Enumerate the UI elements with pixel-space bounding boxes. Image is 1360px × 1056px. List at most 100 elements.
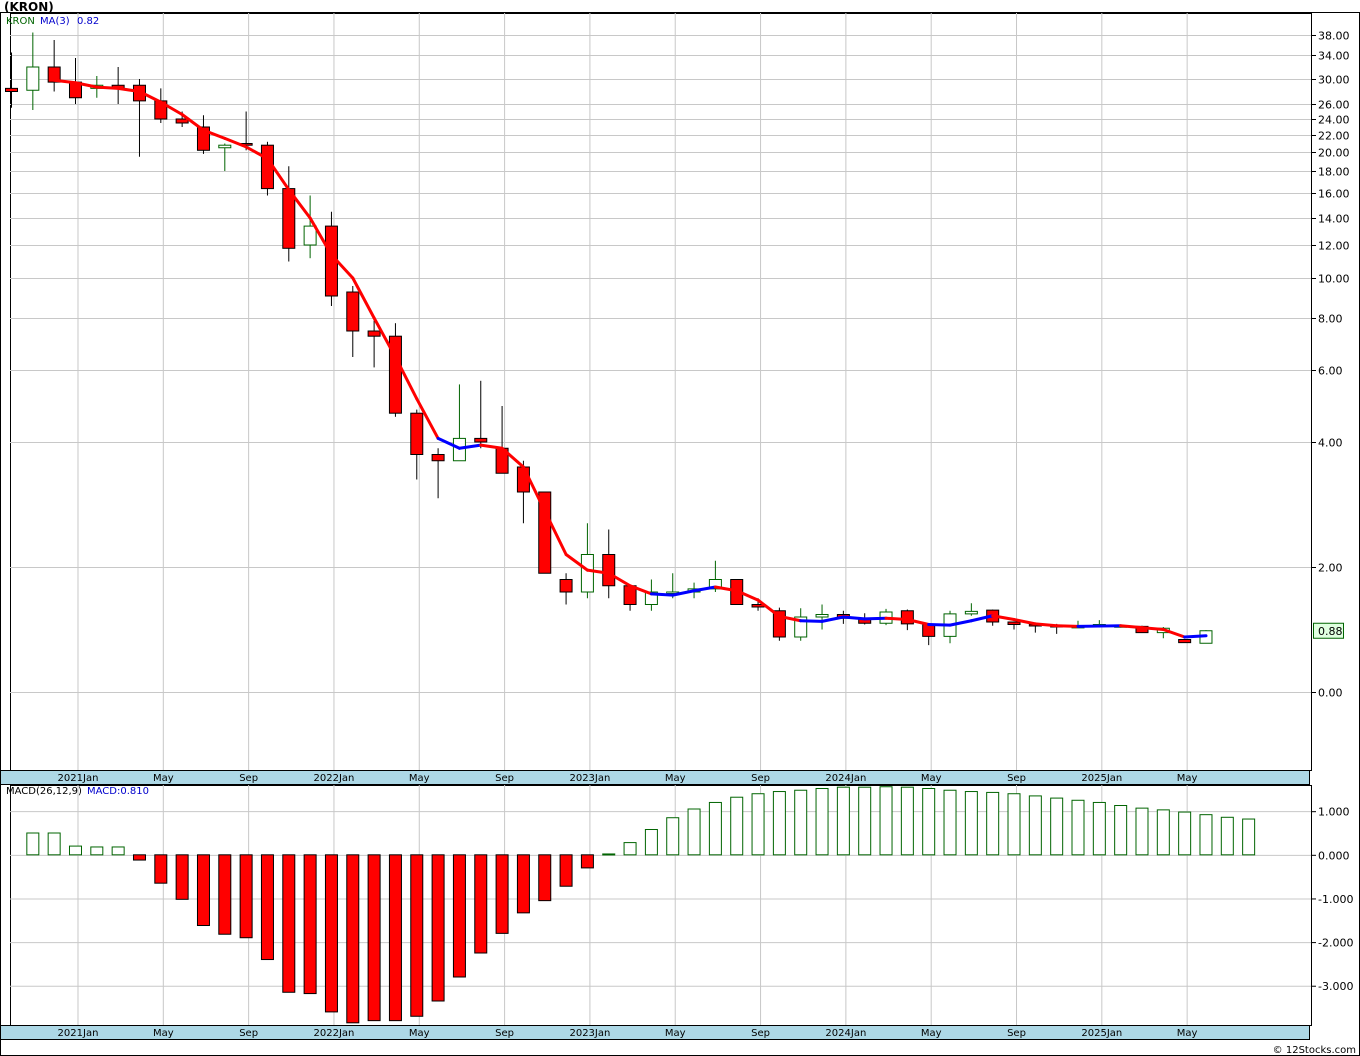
- macd-bar-negative: [175, 854, 189, 900]
- macd-bar-negative: [580, 854, 594, 869]
- x-tick-label-bottom: May: [409, 1028, 430, 1039]
- candle-down: [602, 554, 616, 587]
- candle-down: [5, 87, 18, 92]
- macd-bar-positive: [1242, 818, 1256, 856]
- price-tick-label: 22.00: [1318, 130, 1350, 143]
- x-tick-label-top: May: [153, 773, 174, 784]
- macd-bar-positive: [708, 801, 722, 856]
- candle-down: [410, 412, 424, 456]
- macd-bar-positive: [687, 808, 701, 856]
- chart-title: (KRON): [4, 0, 54, 14]
- x-tick-label-top: May: [1177, 773, 1198, 784]
- ma-segment: [415, 397, 440, 440]
- price-tick-label: 2.00: [1318, 562, 1343, 575]
- x-tick-label-bottom: May: [665, 1028, 686, 1039]
- last-price-label: 0.88: [1318, 625, 1343, 638]
- ma-segment: [628, 584, 653, 596]
- ma-line: [52, 78, 1208, 639]
- x-tick-label-bottom: May: [153, 1028, 174, 1039]
- macd-bar-negative: [239, 854, 253, 939]
- ma-segment: [457, 443, 483, 450]
- candle-down: [922, 624, 936, 637]
- price-tick-label: 30.00: [1318, 74, 1350, 87]
- x-tick-label-bottom: Sep: [751, 1028, 770, 1039]
- ma-segment: [180, 113, 205, 132]
- macd-bar-positive: [815, 787, 829, 856]
- ma-segment: [585, 568, 611, 575]
- x-tick-label-top: Sep: [239, 773, 258, 784]
- ma-segment: [820, 615, 845, 623]
- ma-segment: [1012, 618, 1037, 626]
- candle-down: [175, 118, 189, 124]
- macd-bar-positive: [1156, 809, 1170, 856]
- macd-bar-positive: [730, 796, 744, 856]
- price-tick-label: 10.00: [1318, 273, 1350, 286]
- ma-segment: [884, 616, 909, 621]
- candle-up: [964, 610, 978, 615]
- x-tick-label-top: May: [409, 773, 430, 784]
- ma-segment: [308, 216, 333, 257]
- ma-segment: [351, 276, 376, 320]
- ma-segment: [1161, 628, 1187, 639]
- macd-bar-negative: [346, 854, 360, 1024]
- macd-bar-positive: [1007, 793, 1021, 856]
- ma-segment: [500, 446, 525, 469]
- ma-segment: [223, 136, 248, 149]
- x-tick-label-top: 2022Jan: [314, 773, 355, 784]
- x-tick-label-bottom: 2023Jan: [569, 1028, 610, 1039]
- x-tick-label-top: 2025Jan: [1081, 773, 1122, 784]
- ma-segment: [521, 465, 547, 513]
- ma-segment: [1119, 624, 1144, 630]
- ma-segment: [265, 157, 291, 192]
- macd-tick-label: 1.000: [1318, 806, 1350, 819]
- candle-up: [815, 614, 829, 618]
- ma-segment: [393, 355, 419, 401]
- macd-bar-positive: [1178, 811, 1192, 856]
- macd-bar-positive: [751, 793, 765, 856]
- x-tick-label-top: Sep: [495, 773, 514, 784]
- macd-bar-positive: [772, 791, 786, 856]
- ma-segment: [543, 509, 568, 556]
- ma-segment: [607, 571, 632, 588]
- x-tick-label-bottom: Sep: [1007, 1028, 1026, 1039]
- ma-segment: [948, 619, 973, 627]
- price-tick-label: 26.00: [1318, 99, 1350, 112]
- ma-segment: [244, 145, 269, 161]
- x-tick-label-top: 2024Jan: [825, 773, 866, 784]
- ma-segment: [52, 78, 77, 85]
- ma-segment: [1055, 624, 1080, 628]
- macd-bar-positive: [986, 791, 1000, 856]
- macd-bar-positive: [1028, 795, 1042, 856]
- macd-tick-label: -3.000: [1318, 980, 1353, 993]
- x-tick-label-bottom: May: [1177, 1028, 1198, 1039]
- footer-credit: © 12Stocks.com: [1272, 1045, 1356, 1056]
- candle-down: [538, 491, 552, 574]
- date-strip-bottom: [0, 1025, 1310, 1040]
- ma-segment: [692, 585, 717, 593]
- ma-segment: [329, 253, 355, 280]
- macd-bar-negative: [324, 854, 338, 1013]
- candle-up: [218, 144, 232, 149]
- macd-bar-positive: [666, 817, 680, 856]
- ma-segment: [1183, 634, 1208, 639]
- price-tick-label: 0.00: [1318, 687, 1343, 700]
- macd-bar-positive: [68, 845, 82, 856]
- macd-bar-positive: [47, 832, 61, 856]
- ma-segment: [372, 316, 397, 359]
- ma-segment: [1033, 622, 1059, 628]
- x-tick-label-top: May: [665, 773, 686, 784]
- macd-bar-negative: [559, 854, 573, 887]
- macd-bar-positive: [1092, 801, 1106, 856]
- macd-bar-negative: [388, 854, 402, 1022]
- candle-down: [47, 66, 61, 83]
- x-tick-label-top: 2021Jan: [58, 773, 99, 784]
- ma-segment: [116, 86, 141, 93]
- macd-bar-negative: [218, 854, 232, 935]
- macd-bar-negative: [474, 854, 488, 954]
- candle-up: [580, 554, 594, 593]
- macd-bar-negative: [410, 854, 424, 1017]
- x-tick-label-top: May: [921, 773, 942, 784]
- candle-down: [367, 330, 381, 337]
- legend-ma: MA(3): [40, 16, 70, 27]
- date-strip-top: [0, 770, 1310, 785]
